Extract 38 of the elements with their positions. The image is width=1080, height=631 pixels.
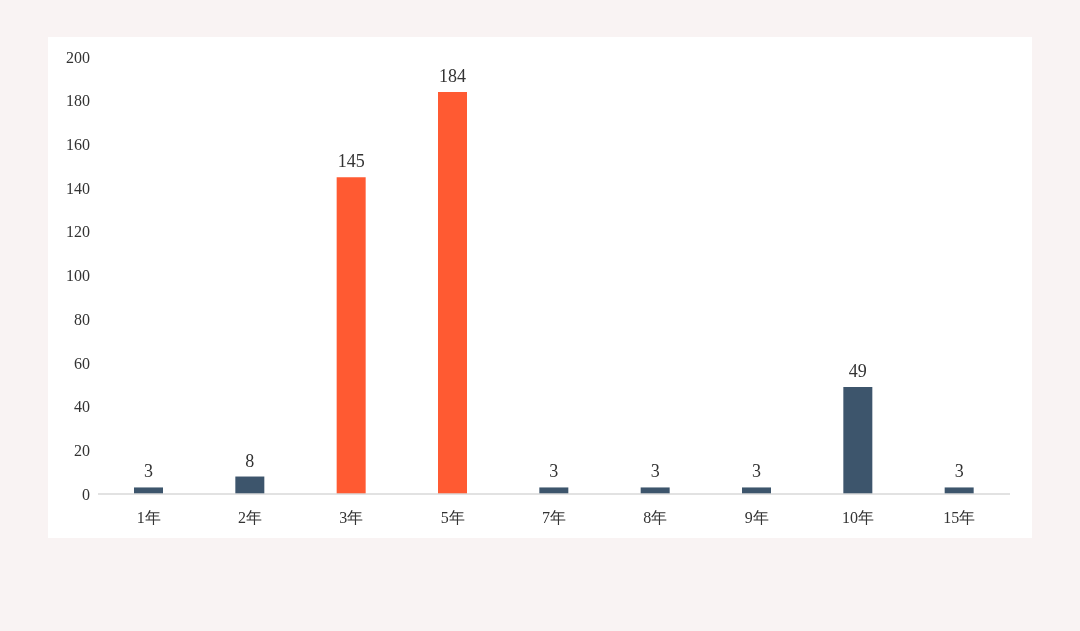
y-tick-label: 180 [66, 92, 90, 110]
y-tick-label: 140 [66, 179, 90, 197]
x-tick-label: 3年 [339, 509, 364, 527]
data-label: 49 [848, 360, 867, 381]
y-tick-label: 40 [74, 398, 90, 416]
x-tick-label: 7年 [542, 509, 566, 527]
y-tick-label: 20 [74, 441, 90, 459]
x-tick-label: 8年 [643, 509, 668, 527]
x-tick-label: 1年 [136, 509, 161, 527]
bar [438, 91, 467, 494]
data-label: 3 [549, 461, 559, 482]
data-label: 3 [954, 461, 964, 482]
y-tick-label: 120 [66, 223, 90, 241]
y-tick-label: 100 [66, 267, 90, 285]
x-tick-label: 15年 [943, 509, 976, 527]
bar [336, 177, 366, 494]
y-tick-label: 200 [66, 48, 90, 66]
data-label: 3 [752, 461, 761, 482]
data-label: 184 [439, 65, 466, 86]
x-tick-label: 9年 [744, 509, 769, 527]
bar [843, 386, 873, 494]
bar [539, 487, 569, 494]
x-tick-label: 10年 [842, 509, 874, 527]
data-label: 3 [144, 461, 153, 482]
bar [944, 487, 974, 494]
y-tick-label: 160 [66, 136, 90, 154]
y-tick-label: 0 [82, 485, 90, 503]
y-tick-label: 80 [74, 310, 90, 328]
data-label: 3 [650, 461, 660, 482]
bar [742, 487, 771, 494]
x-tick-label: 5年 [440, 509, 465, 527]
data-label: 145 [337, 151, 365, 172]
bar [134, 487, 163, 494]
x-tick-label: 2年 [238, 509, 262, 527]
bar [235, 476, 265, 494]
y-tick-label: 60 [74, 354, 90, 372]
data-label: 8 [245, 450, 255, 471]
bar [640, 487, 670, 494]
